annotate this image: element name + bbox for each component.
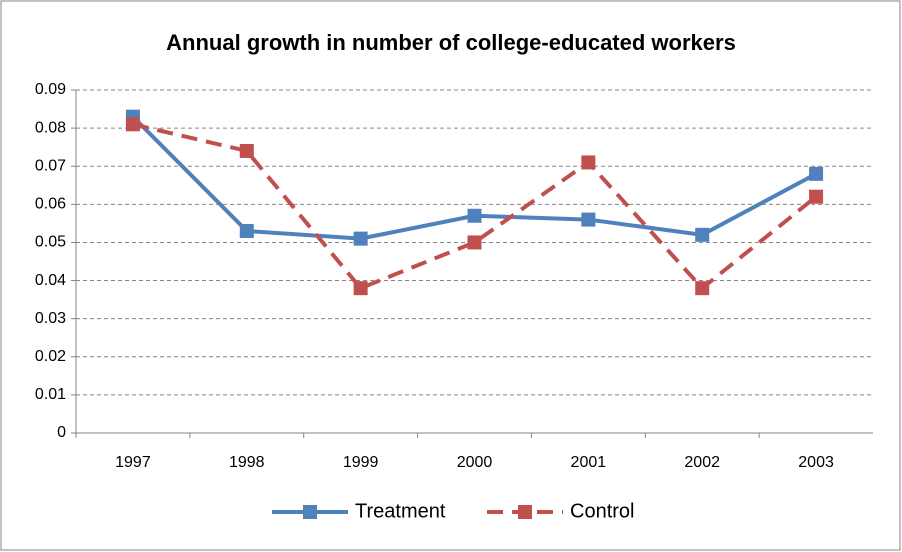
series-marker (353, 231, 368, 246)
series-marker (809, 166, 824, 181)
y-tick-label: 0.04 (35, 272, 66, 289)
series-marker (125, 117, 140, 132)
y-tick-label: 0.08 (35, 119, 66, 136)
y-tick-label: 0.09 (35, 81, 66, 98)
series-marker (581, 212, 596, 227)
series-marker (695, 281, 710, 296)
series-marker (239, 224, 254, 239)
series-marker (353, 281, 368, 296)
x-tick-label: 1999 (343, 454, 379, 471)
x-tick-label: 2001 (571, 454, 607, 471)
x-tick-label: 1997 (115, 454, 151, 471)
series-marker (467, 208, 482, 223)
y-tick-label: 0.07 (35, 157, 66, 174)
legend-label: Control (570, 500, 634, 522)
y-tick-label: 0.01 (35, 386, 66, 403)
legend-label: Treatment (355, 500, 446, 522)
legend-marker (303, 505, 317, 519)
x-tick-label: 2000 (457, 454, 493, 471)
y-tick-label: 0.05 (35, 234, 66, 251)
x-tick-label: 1998 (229, 454, 265, 471)
series-marker (581, 155, 596, 170)
series-marker (809, 189, 824, 204)
chart-title: Annual growth in number of college-educa… (166, 30, 736, 55)
y-tick-label: 0 (57, 424, 66, 441)
x-tick-label: 2002 (684, 454, 720, 471)
y-tick-label: 0.03 (35, 310, 66, 327)
series-marker (695, 227, 710, 242)
legend-marker (518, 505, 532, 519)
series-marker (239, 143, 254, 158)
y-tick-label: 0.02 (35, 348, 66, 365)
x-tick-label: 2003 (798, 454, 834, 471)
y-tick-label: 0.06 (35, 196, 66, 213)
series-marker (467, 235, 482, 250)
